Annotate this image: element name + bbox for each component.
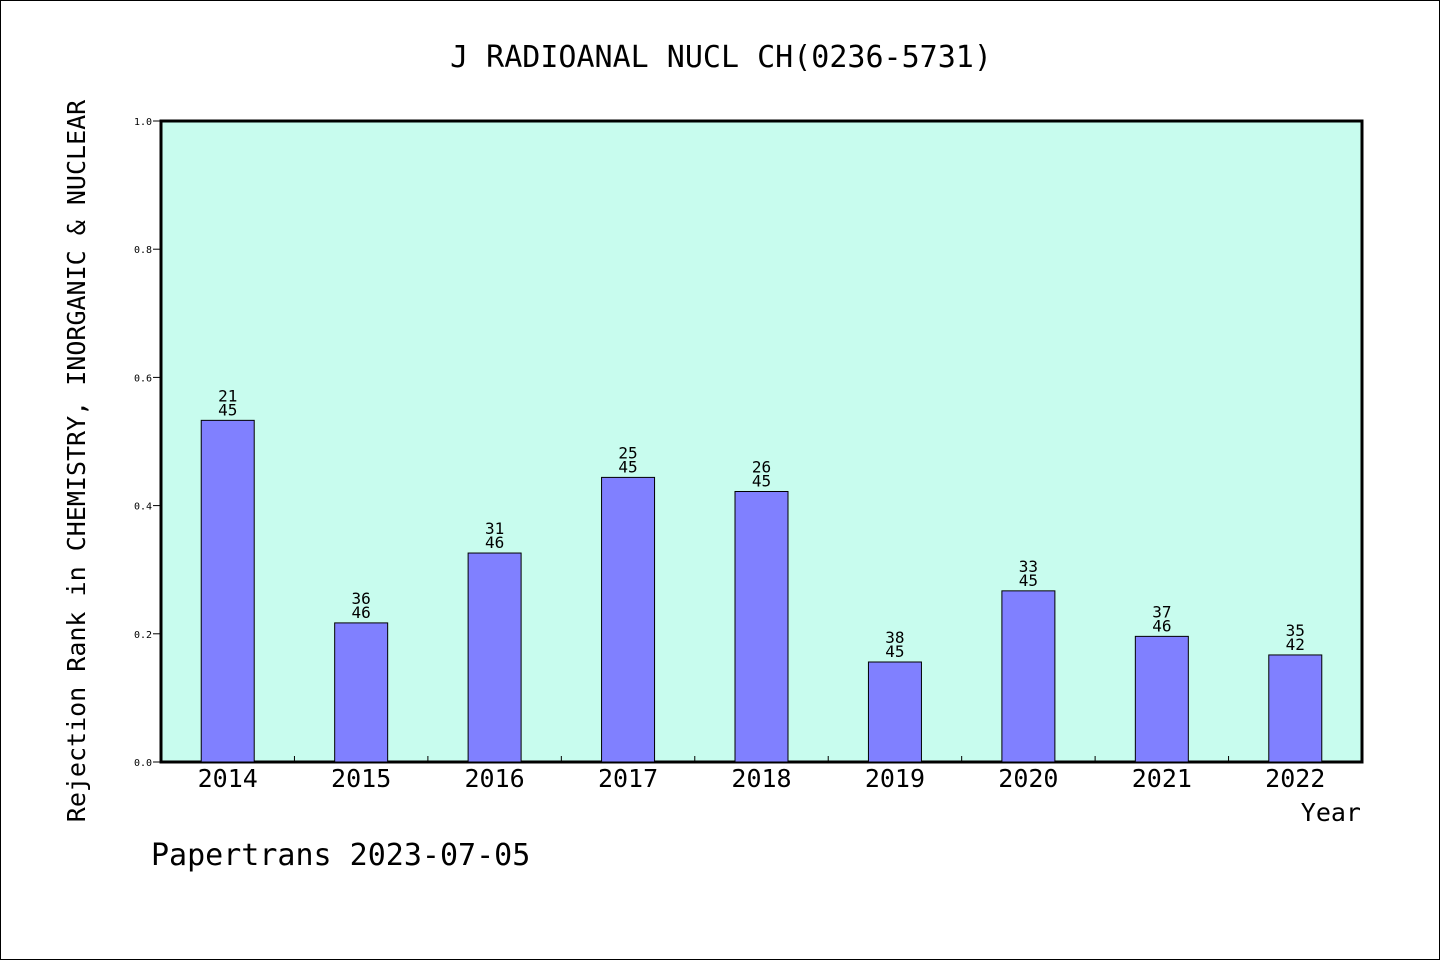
chart-title: J RADIOANAL NUCL CH(0236-5731)	[450, 40, 992, 75]
bar-2016	[467, 552, 522, 763]
bar-2021	[1134, 635, 1189, 763]
y-axis-ticks: 0.0 0.2 0.4 0.6 0.8 1.0	[134, 117, 161, 769]
bar-label-total: 45	[1019, 571, 1038, 590]
x-tick-label: 2019	[865, 764, 925, 793]
bar-2017	[601, 476, 656, 763]
bar-label-total: 42	[1286, 635, 1305, 654]
bar-2015	[334, 622, 389, 763]
bar-label-rank: 36	[352, 589, 371, 608]
y-tick-label: 0.0	[134, 758, 152, 769]
bar-2018	[734, 490, 789, 763]
bar-2022	[1268, 654, 1323, 763]
y-tick-label: 0.8	[134, 245, 152, 256]
bars-group	[200, 419, 1323, 763]
x-tick-label: 2017	[598, 764, 658, 793]
bar-2020	[1001, 590, 1056, 763]
x-tick-label: 2016	[465, 764, 525, 793]
bar-2019	[867, 661, 922, 763]
bar-label-rank: 21	[218, 386, 237, 405]
bar-label-total: 46	[1152, 616, 1171, 635]
bar-label-rank: 38	[885, 628, 904, 647]
bar-label-total: 45	[752, 471, 771, 490]
bar-label-rank: 25	[618, 443, 637, 462]
x-tick-label: 2014	[198, 764, 258, 793]
bar-label-rank: 35	[1286, 621, 1305, 640]
bar-label-rank: 26	[752, 457, 771, 476]
y-tick-label: 0.4	[134, 502, 152, 513]
x-tick-label: 2018	[731, 764, 791, 793]
x-axis-label: Year	[1301, 798, 1361, 827]
footer-credit: Papertrans 2023-07-05	[151, 838, 530, 873]
x-axis-ticks: 2014 2015 2016 2017 2018 2019 2020 2021 2022	[198, 756, 1325, 793]
y-tick-label: 0.6	[134, 373, 152, 384]
x-tick-label: 2022	[1265, 764, 1325, 793]
bar-label-rank: 33	[1019, 557, 1038, 576]
bar-label-total: 46	[352, 603, 371, 622]
x-tick-label: 2020	[998, 764, 1058, 793]
y-axis-label: Rejection Rank in CHEMISTRY, INORGANIC &…	[62, 99, 91, 822]
x-tick-label: 2015	[331, 764, 391, 793]
bar-label-total: 45	[218, 400, 237, 419]
y-tick-label: 0.2	[134, 630, 152, 641]
bar-label-total: 46	[485, 533, 504, 552]
bar-label-rank: 31	[485, 519, 504, 538]
y-tick-label: 1.0	[134, 117, 152, 128]
bar-2014	[200, 419, 255, 763]
bar-label-total: 45	[618, 457, 637, 476]
bar-label-rank: 37	[1152, 602, 1171, 621]
bar-label-total: 45	[885, 642, 904, 661]
x-tick-label: 2021	[1132, 764, 1192, 793]
